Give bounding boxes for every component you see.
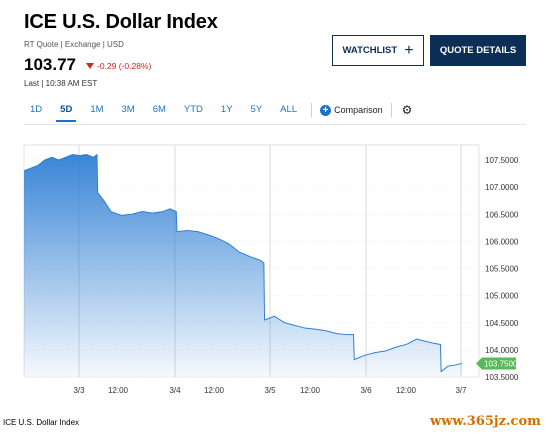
x-tick-label: 12:00 (204, 386, 225, 395)
y-tick-label: 105.0000 (485, 292, 519, 301)
add-comparison-icon: + (320, 104, 332, 116)
plus-icon: + (404, 41, 414, 59)
tab-1m[interactable]: 1M (90, 104, 104, 115)
x-tick-label: 3/7 (455, 386, 467, 395)
x-tick-label: 12:00 (108, 386, 129, 395)
tab-all[interactable]: ALL (280, 104, 298, 115)
gear-icon[interactable]: ⚙ (401, 103, 413, 117)
tab-separator (390, 103, 392, 117)
current-value-label: 103.7500 (484, 359, 518, 368)
price-line (23, 153, 463, 373)
last-price: 103.77 (24, 55, 76, 74)
x-tick-label: 3/3 (73, 386, 85, 395)
x-tick-label: 3/4 (169, 386, 181, 395)
chart-footer-label: ICE U.S. Dollar Index (3, 418, 80, 427)
quote-details-button[interactable]: QUOTE DETAILS (430, 35, 526, 66)
tab-5d[interactable]: 5D (54, 98, 78, 122)
range-tabs: 1D 5D 1M 3M 6M YTD 1Y 5Y ALL + Comparison ⚙ (24, 98, 412, 122)
tab-5y[interactable]: 5Y (250, 104, 263, 115)
current-value-badge (476, 357, 516, 370)
y-tick-label: 107.0000 (485, 183, 519, 192)
down-arrow-icon (86, 63, 94, 69)
watermark: www.365jz.com (430, 414, 541, 429)
quote-subtitle: RT Quote | Exchange | USD (24, 40, 124, 49)
y-tick-label: 104.0000 (485, 346, 519, 355)
page-title: ICE U.S. Dollar Index (24, 11, 218, 33)
price-change: -0.29 (-0.28%) (86, 61, 151, 71)
y-tick-label: 107.5000 (485, 156, 519, 165)
x-tick-label: 3/6 (360, 386, 372, 395)
y-tick-label: 106.5000 (485, 210, 519, 219)
tab-6m[interactable]: 6M (152, 104, 166, 115)
y-tick-label: 103.5000 (485, 373, 519, 382)
price-area (24, 154, 462, 376)
tab-1d[interactable]: 1D (30, 104, 43, 115)
watchlist-label: WATCHLIST (342, 45, 398, 56)
watchlist-button[interactable]: WATCHLIST + (332, 35, 424, 66)
x-tick-label: 3/5 (264, 386, 276, 395)
comparison-button[interactable]: + Comparison (314, 104, 389, 116)
comparison-label: Comparison (334, 105, 383, 115)
y-tick-label: 105.5000 (485, 265, 519, 274)
tab-divider (24, 124, 526, 125)
tab-separator (311, 103, 313, 117)
tab-3m[interactable]: 3M (121, 104, 135, 115)
tab-1y[interactable]: 1Y (220, 104, 233, 115)
x-tick-label: 12:00 (396, 386, 417, 395)
tab-ytd[interactable]: YTD (183, 104, 203, 115)
price-change-value: -0.29 (-0.28%) (97, 61, 152, 71)
y-tick-label: 106.0000 (485, 237, 519, 246)
y-tick-label: 104.5000 (485, 319, 519, 328)
x-tick-label: 12:00 (300, 386, 321, 395)
last-updated: Last | 10:38 AM EST (24, 79, 98, 88)
